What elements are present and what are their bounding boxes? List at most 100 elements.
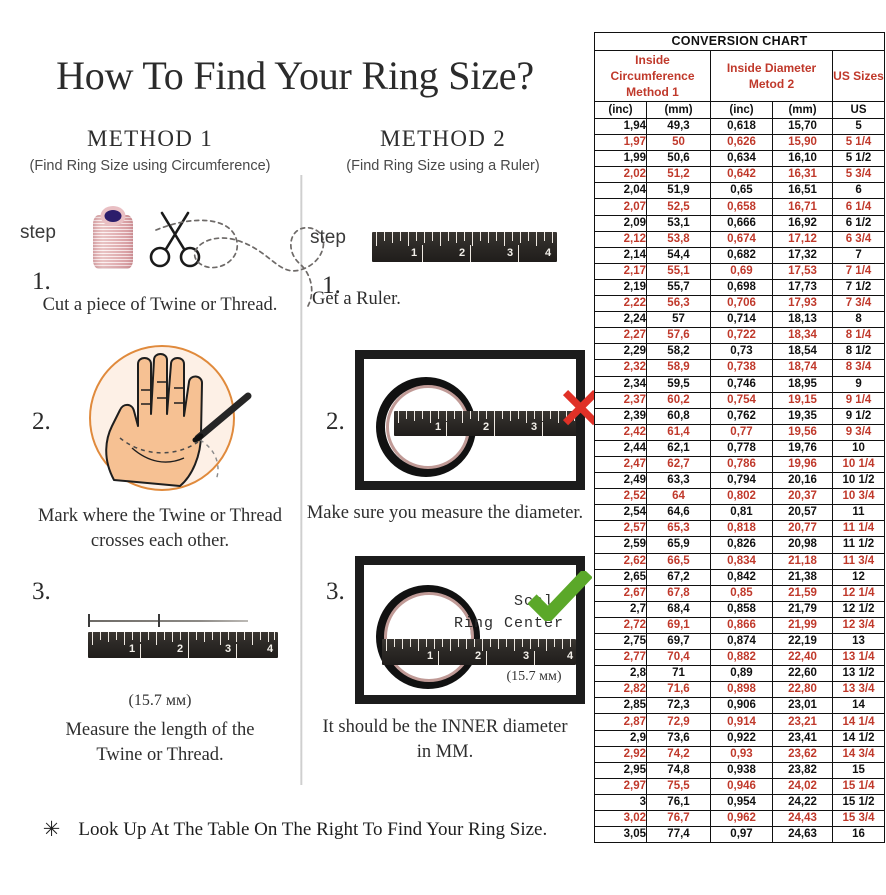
table-cell: 12 3/4 — [831, 616, 886, 635]
table-row: 2,59 65,9 0,826 20,98 11 1/2 — [594, 536, 886, 554]
table-cell: 11 1/2 — [831, 536, 886, 554]
table-row: 2,24 57 0,714 18,13 8 — [594, 311, 886, 329]
method-2-step-3-note: (15.7 ᴍᴍ) — [506, 669, 562, 684]
table-cell: 16,10 — [772, 150, 833, 168]
table-cell: 20,77 — [772, 520, 833, 538]
table-cell: 2,8 — [594, 665, 647, 683]
ruler-number-2: 2 — [474, 650, 482, 662]
table-cell: 16,92 — [772, 214, 833, 232]
table-row: 2,92 74,2 0,93 23,62 14 3/4 — [594, 745, 886, 763]
table-row: 2,87 72,9 0,914 23,21 14 1/4 — [594, 713, 886, 731]
conversion-table: CONVERSION CHART Inside Circumference Me… — [593, 32, 886, 844]
table-row: 2,67 67,8 0,85 21,59 12 1/4 — [594, 584, 886, 602]
group-header-circumference: Inside Circumference Method 1 — [594, 50, 711, 102]
table-cell: 64 — [646, 488, 711, 506]
page-title: How To Find Your Ring Size? — [56, 53, 534, 98]
table-row: 2,95 74,8 0,938 23,82 15 — [594, 761, 886, 779]
table-cell: 0,89 — [710, 665, 773, 683]
conversion-chart: CONVERSION CHART Inside Circumference Me… — [593, 32, 886, 844]
hand-with-thread-icon — [89, 345, 252, 491]
table-row: 2,47 62,7 0,786 19,96 10 1/4 — [594, 455, 886, 474]
table-cell: 0,866 — [710, 616, 773, 635]
thread-start-tick-icon — [88, 614, 90, 627]
table-row: 1,99 50,6 0,634 16,10 5 1/2 — [594, 150, 886, 168]
group-header-diameter: Inside Diameter Metod 2 — [710, 50, 833, 102]
table-cell: 2,85 — [594, 697, 647, 715]
table-cell: 2,52 — [594, 488, 647, 506]
table-cell: 67,2 — [646, 568, 711, 586]
table-cell: 1,97 — [594, 134, 647, 152]
table-cell: 0,85 — [710, 584, 773, 602]
table-cell: 2,67 — [594, 584, 647, 602]
table-cell: 60,8 — [646, 407, 711, 425]
table-cell: 75,5 — [646, 777, 711, 795]
ruler-ticks — [372, 232, 557, 246]
table-cell: 0,682 — [710, 246, 773, 264]
table-cell: 17,93 — [772, 295, 833, 313]
table-cell: 52,5 — [646, 198, 711, 216]
table-cell: 18,34 — [772, 327, 833, 345]
table-cell: 5 1/4 — [831, 134, 886, 152]
table-cell: 0,898 — [710, 681, 773, 699]
scissors-icon — [149, 211, 201, 268]
table-cell: 21,59 — [772, 584, 833, 602]
table-cell: 76,7 — [646, 810, 711, 828]
instructions-panel: How To Find Your Ring Size? METHOD 1 (Fi… — [0, 53, 604, 841]
table-cell: 0,818 — [710, 520, 773, 538]
table-cell: 12 — [831, 568, 886, 586]
table-cell: 12 1/4 — [831, 584, 886, 602]
spool-core-icon — [104, 210, 122, 222]
table-cell: 9 3/4 — [831, 423, 886, 441]
table-cell: 2,82 — [594, 681, 647, 699]
ruler-overlay-icon: 1 2 3 4 — [382, 639, 576, 665]
table-row: 2,97 75,5 0,946 24,02 15 1/4 — [594, 777, 886, 795]
group-sub: Method 1 — [626, 85, 679, 99]
ring-ruler-wrong-illustration: 1 2 3 4 ✕ — [355, 350, 604, 490]
table-cell: 0,666 — [710, 214, 773, 232]
table-cell: 49,3 — [646, 117, 711, 136]
method-1-subtitle: (Find Ring Size using Circumference) — [29, 158, 271, 174]
ruler-number-3: 3 — [506, 247, 514, 259]
table-row: 2,27 57,6 0,722 18,34 8 1/4 — [594, 327, 886, 345]
table-cell: 18,13 — [772, 311, 833, 329]
table-cell: 67,8 — [646, 584, 711, 602]
table-row: 2,75 69,7 0,874 22,19 13 — [594, 632, 886, 651]
table-cell: 0,69 — [710, 262, 773, 280]
table-cell: 50,6 — [646, 150, 711, 168]
table-cell: 0,954 — [710, 793, 773, 812]
column-header-us: US — [831, 101, 886, 119]
table-cell: 57 — [646, 311, 711, 329]
method-1-header: METHOD 1 (Find Ring Size using Circumfer… — [0, 126, 300, 174]
table-cell: 2,27 — [594, 327, 647, 345]
table-cell: 2,97 — [594, 777, 647, 795]
table-cell: 24,43 — [772, 810, 833, 828]
table-cell: 17,32 — [772, 246, 833, 264]
table-cell: 76,1 — [646, 793, 711, 812]
table-cell: 0,794 — [710, 472, 773, 490]
table-cell: 24,02 — [772, 777, 833, 795]
table-cell: 2,72 — [594, 616, 647, 635]
table-cell: 54,4 — [646, 246, 711, 264]
table-cell: 6 1/4 — [831, 198, 886, 216]
table-cell: 0,674 — [710, 230, 773, 248]
table-cell: 8 1/2 — [831, 343, 886, 361]
method-2-step-1-number: 1. — [322, 272, 341, 299]
table-cell: 0,722 — [710, 327, 773, 345]
table-cell: 13 3/4 — [831, 681, 886, 699]
table-row: 3 76,1 0,954 24,22 15 1/2 — [594, 793, 886, 812]
table-cell: 51,2 — [646, 166, 711, 184]
table-cell: 0,626 — [710, 134, 773, 152]
table-cell: 0,874 — [710, 632, 773, 651]
method-2-subtitle: (Find Ring Size using a Ruler) — [346, 158, 540, 174]
table-cell: 10 1/2 — [831, 472, 886, 490]
table-cell: 16,31 — [772, 166, 833, 184]
table-cell: 69,7 — [646, 632, 711, 651]
table-cell: 53,1 — [646, 214, 711, 232]
table-cell: 7 1/2 — [831, 278, 886, 297]
ruler-number-1: 1 — [410, 247, 418, 259]
ruler-number-4: 4 — [566, 650, 574, 662]
ruler-number-4: 4 — [266, 643, 274, 655]
ruler-number-3: 3 — [530, 421, 538, 433]
table-cell: 2,09 — [594, 214, 647, 232]
